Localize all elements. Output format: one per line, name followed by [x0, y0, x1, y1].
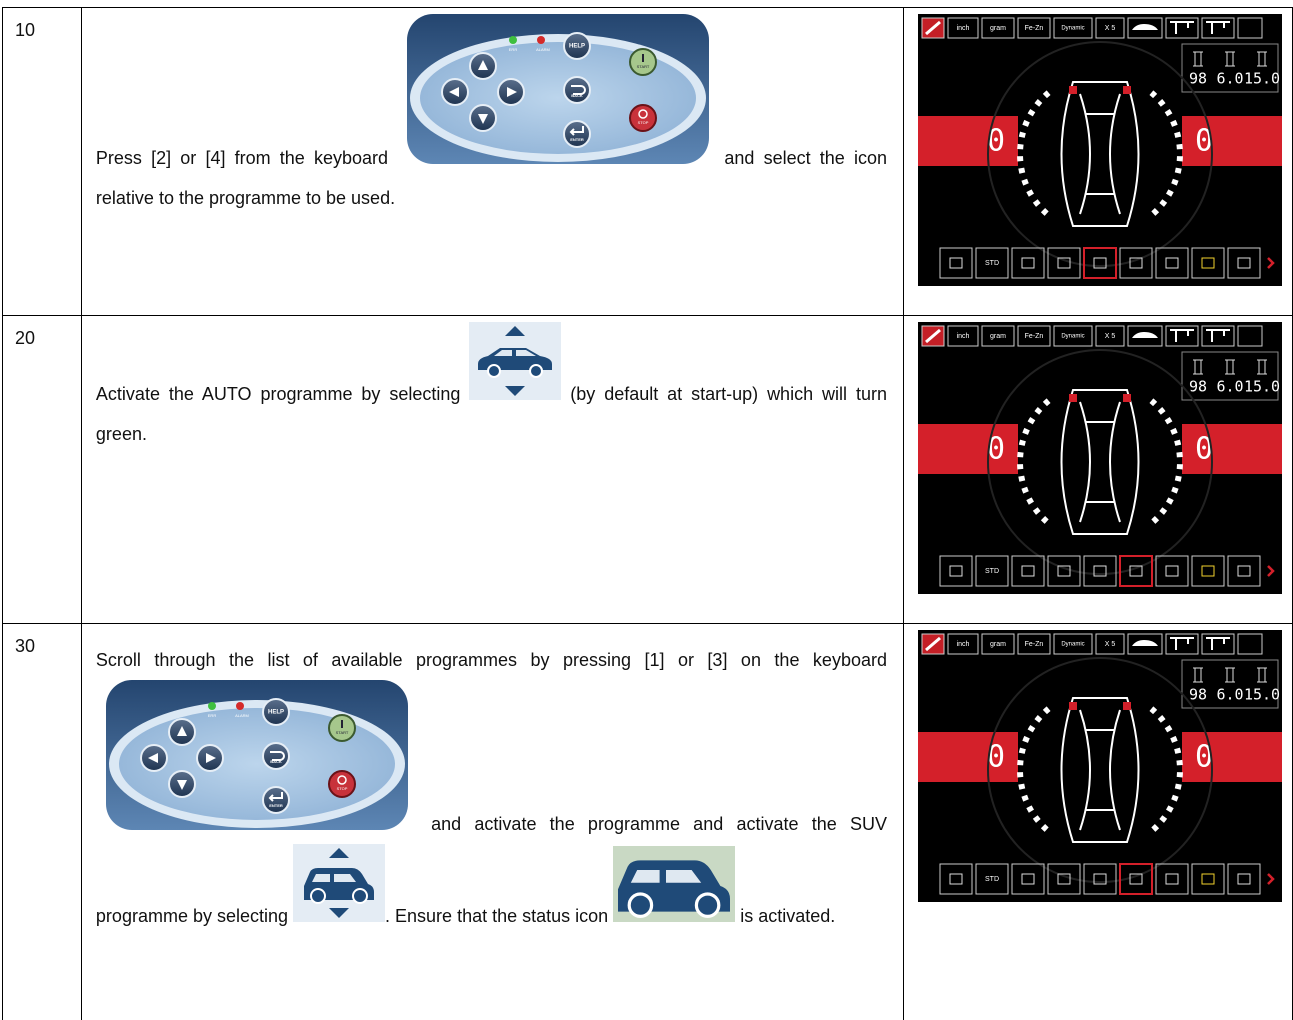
label: gram: [990, 641, 1006, 648]
car-icon: [469, 322, 561, 400]
text: Scroll through the list of available pro…: [96, 650, 887, 670]
label: ALARM: [235, 713, 249, 718]
label: 15.0: [1244, 378, 1280, 396]
label: gram: [990, 25, 1006, 32]
label: STOP: [337, 786, 348, 791]
label: X 5: [1105, 25, 1116, 32]
label: X 5: [1105, 333, 1116, 340]
wheel: [311, 889, 325, 903]
step-number: 20: [3, 316, 82, 624]
wheel: [353, 889, 367, 903]
step-text: Press [2] or [4] from the keyboard ERR AL…: [81, 8, 903, 316]
label: Dynamic: [1061, 334, 1084, 340]
label: HELP: [268, 710, 284, 716]
label: Fe-Zn: [1025, 25, 1044, 32]
label: 6.0: [1216, 70, 1243, 88]
window: [631, 870, 701, 883]
weight-mark: [1069, 394, 1077, 402]
status-icon: [613, 846, 735, 922]
suv-icon: [293, 844, 385, 922]
wheel: [697, 894, 719, 916]
label: ALARM: [536, 47, 550, 52]
weight-mark: [1069, 86, 1077, 94]
label: START: [336, 730, 349, 735]
text: is activated.: [740, 906, 835, 926]
key-button: [564, 121, 590, 147]
led: [537, 36, 545, 44]
icon: [469, 322, 561, 400]
label: 98: [1189, 686, 1207, 704]
weight-mark: [1123, 86, 1131, 94]
label: 98: [1189, 378, 1207, 396]
label: 15.0: [1244, 686, 1280, 704]
led: [236, 702, 244, 710]
key-button: [564, 77, 590, 103]
icon: [293, 844, 385, 922]
text: Press [2] or [4] from the keyboard: [96, 148, 388, 168]
label: Fe-Zn: [1025, 333, 1044, 340]
weight-mark: [1123, 394, 1131, 402]
step-number: 10: [3, 8, 82, 316]
page: 10 Press [2] or [4] from the keyboard ER…: [0, 0, 1293, 961]
steps-table: 10 Press [2] or [4] from the keyboard ER…: [2, 7, 1293, 1020]
label: gram: [990, 333, 1006, 340]
label: STOP: [638, 120, 649, 125]
label: ENTER: [269, 803, 283, 808]
weight-mark: [1123, 702, 1131, 710]
wheel: [530, 365, 542, 377]
led: [208, 702, 216, 710]
label: 6.0: [1216, 686, 1243, 704]
text: Activate the AUTO programme by selecting: [96, 384, 460, 404]
label: Dynamic: [1061, 642, 1084, 648]
step-row: 10 Press [2] or [4] from the keyboard ER…: [3, 8, 1293, 316]
label: 6.0: [1216, 378, 1243, 396]
label: ERR: [208, 713, 217, 718]
weight-mark: [1069, 702, 1077, 710]
icon: [613, 846, 735, 922]
label: 15.0: [1244, 70, 1280, 88]
label: ENTER: [570, 137, 584, 142]
label: ERR: [509, 47, 518, 52]
label: Fe-Zn: [1025, 641, 1044, 648]
label: inch: [957, 25, 970, 32]
label: inch: [957, 641, 970, 648]
key-button: [263, 743, 289, 769]
wheel: [488, 365, 500, 377]
label: X 5: [1105, 641, 1116, 648]
label: STD: [985, 260, 999, 267]
label: Dynamic: [1061, 26, 1084, 32]
window: [312, 874, 356, 882]
label: START: [637, 64, 650, 69]
label: HELP: [569, 44, 585, 50]
label: STD: [985, 876, 999, 883]
label: STD: [985, 568, 999, 575]
label: 98: [1189, 70, 1207, 88]
wheel: [629, 894, 651, 916]
label: inch: [957, 333, 970, 340]
step-row: 20 Activate the AUTO programme by select…: [3, 316, 1293, 624]
step-text: Activate the AUTO programme by selecting…: [81, 316, 903, 624]
text: . Ensure that the status icon: [385, 906, 608, 926]
led: [509, 36, 517, 44]
key-button: [263, 787, 289, 813]
